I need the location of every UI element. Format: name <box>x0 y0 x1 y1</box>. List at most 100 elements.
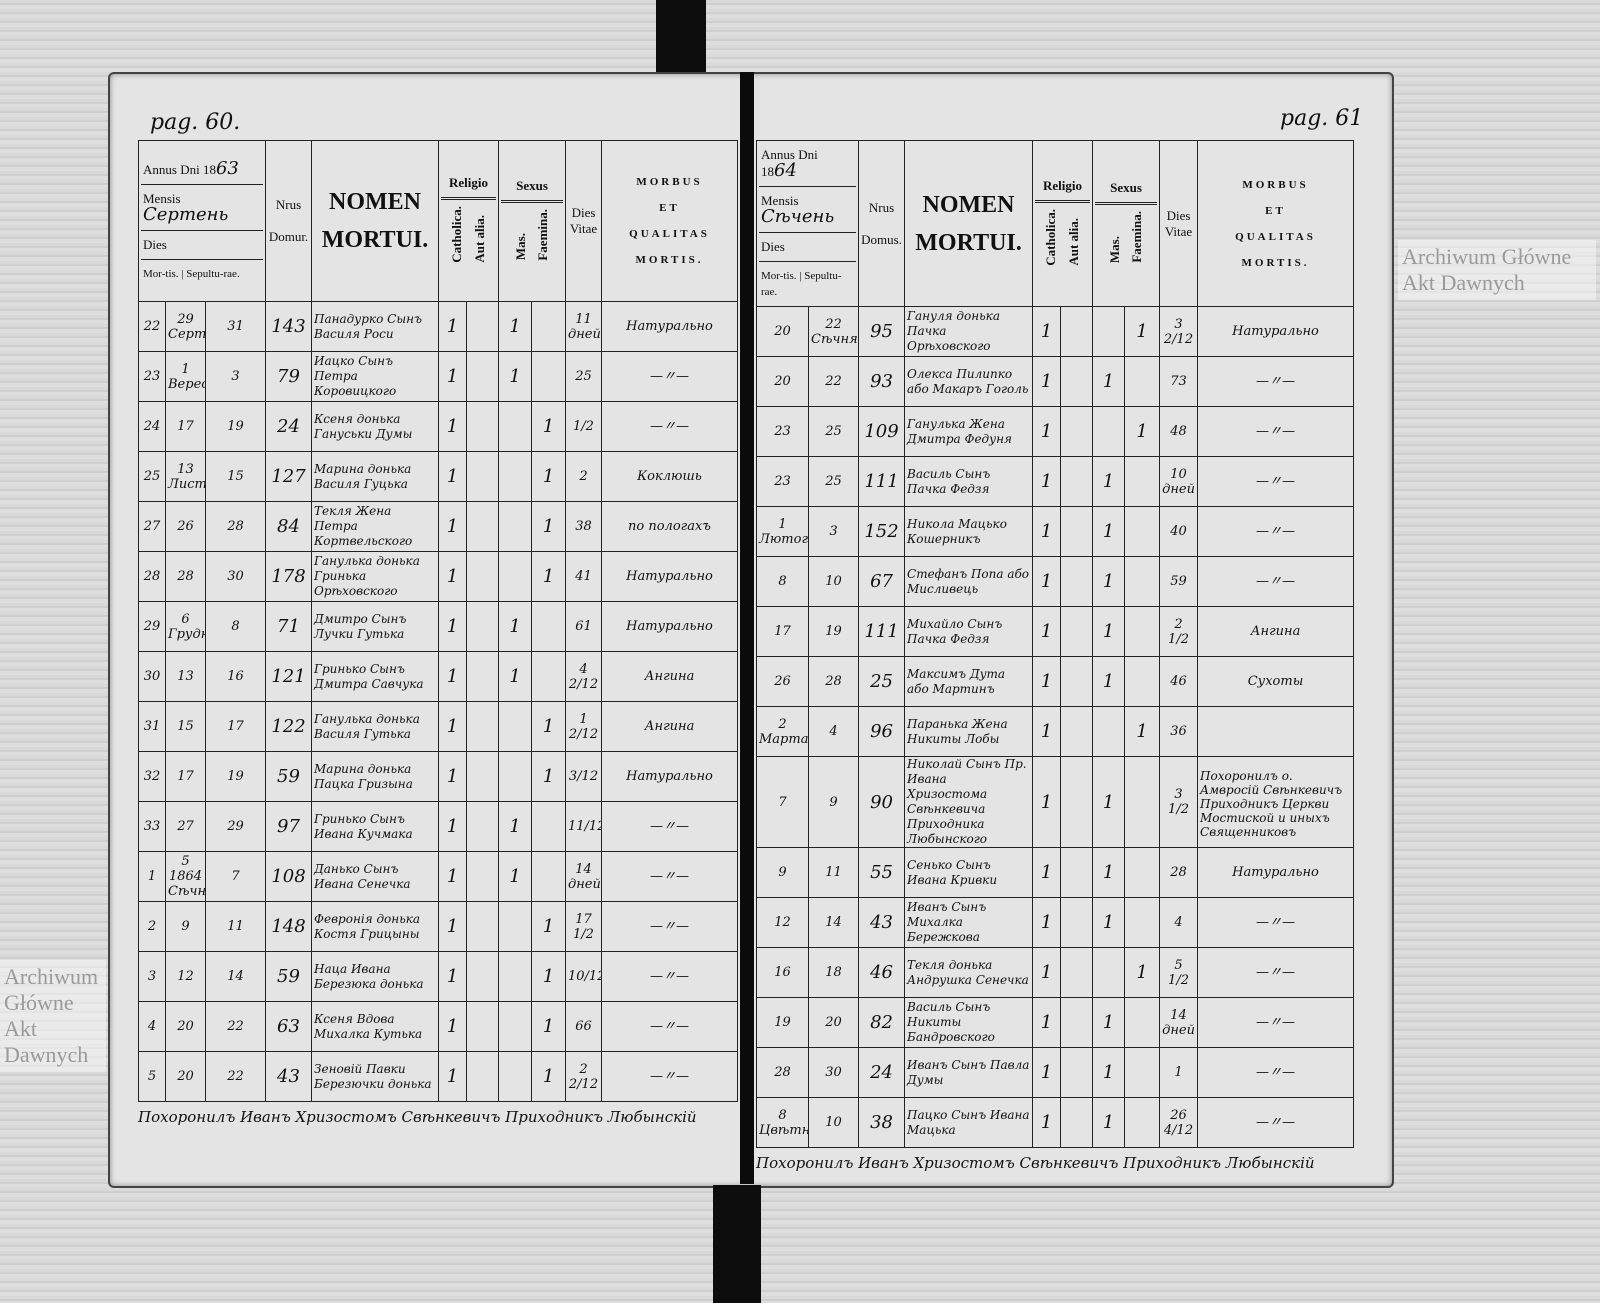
mas-cell <box>498 901 532 952</box>
house-number-text: 148 <box>271 916 306 937</box>
mas-cell <box>1092 306 1126 357</box>
morbus-text: —〃— <box>1256 1115 1296 1130</box>
entry-number-text: 5 <box>147 1069 157 1084</box>
dies-vitae-text: 25 <box>575 369 592 384</box>
house-number-text: 67 <box>870 571 893 592</box>
catholica-cell: 1 <box>1032 756 1062 848</box>
dies-mortis-text: 7 <box>778 794 787 810</box>
dies-sepulturae-cell: 9 <box>807 756 860 848</box>
aut-alia-cell <box>466 801 499 852</box>
dies-vitae-text: 48 <box>1170 424 1187 439</box>
dies-mortis-text: 1 Лютого <box>759 516 809 547</box>
dies-mortis-text: 12 <box>177 969 194 984</box>
catholica-cell: 1 <box>438 801 467 852</box>
dies-sepulturae-cell: 22 Сѣчня <box>807 306 860 357</box>
aut-alia-cell <box>466 851 499 902</box>
dies-vitae-cell: 17 1/2 <box>565 901 602 952</box>
catholica-text: 1 <box>446 666 459 687</box>
name-text: Текля донька Андрушка Сенечка <box>907 957 1029 987</box>
aut-alia-cell <box>1060 506 1094 557</box>
name-cell: Февронія донька Костя Грицыны <box>311 901 439 952</box>
catholica-cell: 1 <box>1032 947 1062 998</box>
name-text: Гринько Сынъ Ивана Кучмака <box>314 811 413 841</box>
dies-sepulturae-text: 14 <box>227 969 244 984</box>
name-text: Паранька Жена Никиты Лобы <box>907 716 1008 746</box>
dies-vitae-text: 1 2/12 <box>568 711 599 742</box>
dies-mortis-cell: 20 <box>756 356 809 407</box>
aut-alia-cell <box>1060 356 1094 407</box>
catholica-cell: 1 <box>1032 897 1062 948</box>
entry-number-cell: 2 <box>138 901 166 952</box>
catholica-text: 1 <box>1040 621 1053 642</box>
right-page-table: Annus Dni 1864 Mensis Сѣчень Dies Mor-ti… <box>755 140 1354 1148</box>
table-row: 8 Цвѣтня 10 38 Пацко Сынъ Ивана Мацька 1 1 26 … <box>756 1097 1354 1148</box>
morbus-cell: —〃— <box>1197 456 1354 507</box>
date-header: Annus Dni 1864 Mensis Сѣчень Dies Mor-ti… <box>755 140 860 307</box>
morbus-text: —〃— <box>649 869 689 884</box>
entry-number-cell: 24 <box>138 401 166 452</box>
mas-cell: 1 <box>498 651 532 702</box>
faemina-cell <box>1124 606 1161 657</box>
catholica-cell: 1 <box>1032 656 1062 707</box>
table-row: 22 29 Сертня 31 143 Панадурко Сынъ Василя Ро… <box>138 301 738 352</box>
house-number-cell: 38 <box>858 1097 906 1148</box>
house-number-cell: 111 <box>858 606 906 657</box>
mas-cell: 1 <box>1092 997 1126 1048</box>
dies-vitae-cell: 4 <box>1159 897 1199 948</box>
house-number-cell: 59 <box>265 751 312 802</box>
morbus-cell: Натурально <box>601 551 738 602</box>
entry-number-cell: 31 <box>138 701 166 752</box>
morbus-text: —〃— <box>649 369 689 384</box>
entry-number-text: 27 <box>143 519 161 534</box>
entry-number-text: 25 <box>143 469 161 484</box>
morbus-cell: —〃— <box>1197 356 1354 407</box>
name-cell: Ганулька Жена Дмитра Федуня <box>904 406 1034 457</box>
house-number-cell: 43 <box>858 897 906 948</box>
name-cell: Ксеня Вдова Михалка Кутька <box>311 1001 439 1052</box>
dies-sepulturae-cell: 22 <box>205 1001 266 1052</box>
entry-number-cell: 30 <box>138 651 166 702</box>
dies-sepulturae-cell: 10 <box>807 556 860 607</box>
dies-vitae-text: 66 <box>575 1019 592 1034</box>
dies-vitae-text: 5 1/2 <box>1168 957 1189 988</box>
mas-cell: 1 <box>498 351 532 402</box>
aut-alia-cell <box>1060 997 1094 1048</box>
morbus-text: —〃— <box>1256 915 1296 930</box>
name-text: Пацко Сынъ Ивана Мацька <box>907 1107 1030 1137</box>
house-number-cell: 122 <box>265 701 312 752</box>
mas-cell: 1 <box>1092 1097 1126 1148</box>
dies-vitae-text: 4 2/12 <box>568 661 599 692</box>
name-cell: Наца Ивана Березюка донька <box>311 951 439 1002</box>
faemina-cell: 1 <box>531 1001 566 1052</box>
table-row: 7 9 90 Николай Сынъ Пр. Ивана Хризостома Св… <box>756 756 1354 848</box>
name-text: Стефанъ Попа або Мисливець <box>907 566 1030 596</box>
house-number-cell: 95 <box>858 306 906 357</box>
faemina-cell <box>1124 456 1161 507</box>
faemina-text: 1 <box>542 966 555 987</box>
morbus-text: Натурально <box>626 319 713 334</box>
dies-sepulturae-text: 20 <box>825 1015 842 1030</box>
catholica-text: 1 <box>1040 321 1053 342</box>
house-number-cell: 108 <box>265 851 312 902</box>
name-text: Текля Жена Петра Кортвельского <box>314 504 413 548</box>
footer-right: Похоронилъ Иванъ Хризостомъ Свѣнкевичъ П… <box>756 1154 1315 1172</box>
mas-text: 1 <box>509 816 521 837</box>
dies-sepulturae-text: 11 <box>227 919 244 934</box>
morbus-cell <box>1197 706 1354 757</box>
dies-vitae-text: 3 2/12 <box>1163 316 1194 347</box>
dies-vitae-cell: 10/12 <box>565 951 602 1002</box>
catholica-text: 1 <box>446 516 459 537</box>
dies-mortis-text: 17 <box>177 419 194 434</box>
dies-vitae-text: 2 2/12 <box>568 1061 599 1092</box>
house-number-cell: 178 <box>265 551 312 602</box>
dies-vitae-text: 73 <box>1170 374 1187 389</box>
faemina-text: 1 <box>1136 962 1148 983</box>
faemina-cell <box>1124 556 1161 607</box>
name-cell: Текля Жена Петра Кортвельского <box>311 501 439 552</box>
name-text: Максимъ Дута або Мартинъ <box>907 666 1006 696</box>
dies-vitae-cell: 1/2 <box>565 401 602 452</box>
catholica-cell: 1 <box>438 951 467 1002</box>
dies-mortis-text: 8 <box>778 574 787 589</box>
morbus-text: —〃— <box>1256 574 1296 589</box>
name-cell: Иванъ Сынъ Павла Думы <box>904 1047 1034 1098</box>
